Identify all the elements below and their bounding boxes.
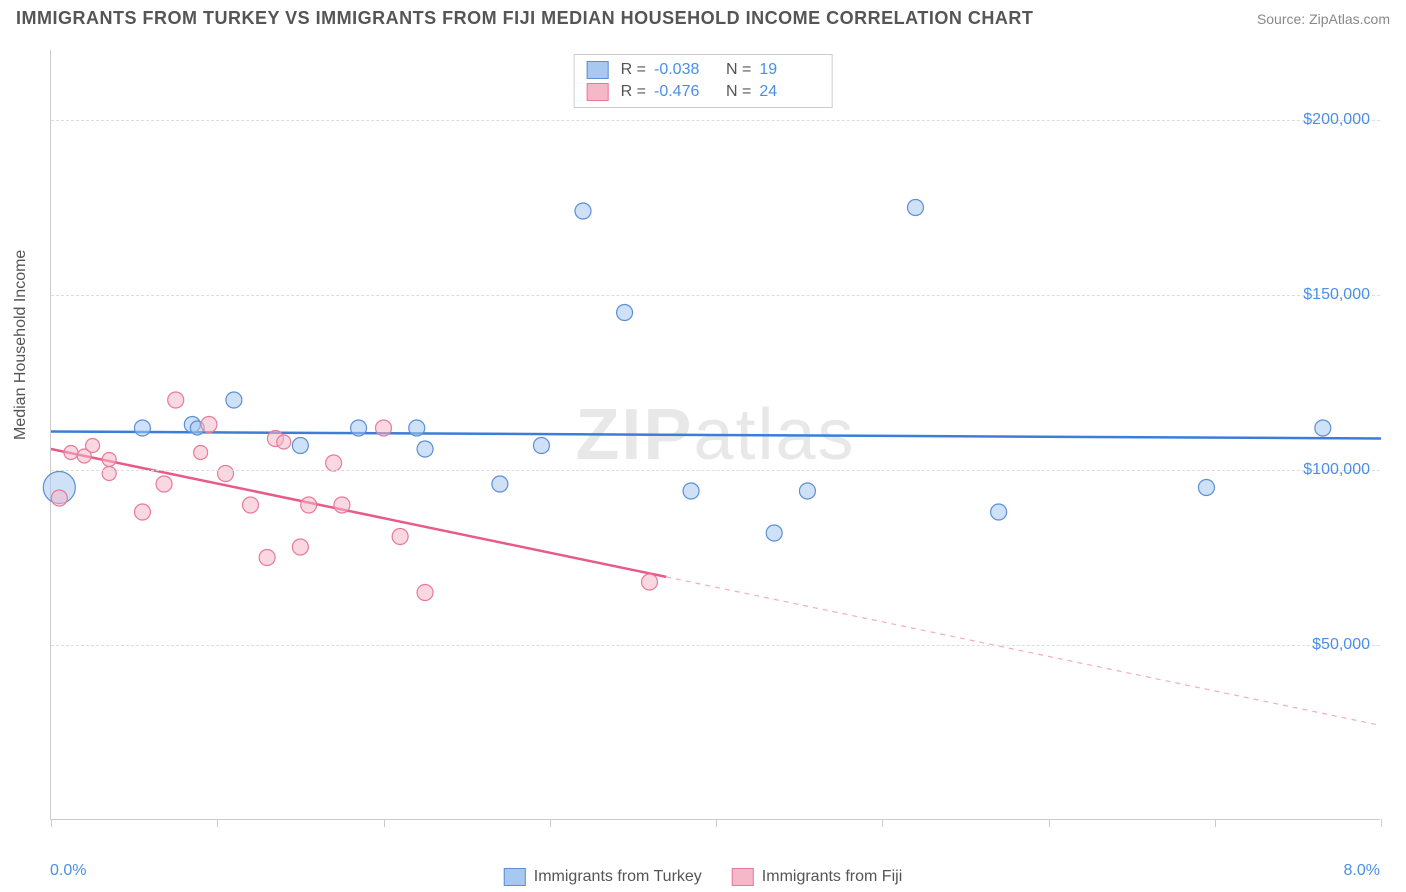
- stats-row-1: R = -0.038 N = 19: [587, 59, 820, 81]
- data-point: [168, 392, 184, 408]
- trend-line-dashed: [666, 577, 1381, 726]
- data-point: [351, 420, 367, 436]
- data-point: [102, 453, 116, 467]
- x-tick: [550, 819, 551, 827]
- data-point: [292, 539, 308, 555]
- stats-legend: R = -0.038 N = 19 R = -0.476 N = 24: [574, 54, 833, 108]
- data-point: [417, 585, 433, 601]
- data-point: [908, 200, 924, 216]
- n-value-1: 19: [759, 61, 819, 79]
- r-value-2: -0.476: [654, 83, 714, 101]
- n-label: N =: [726, 83, 751, 101]
- r-value-1: -0.038: [654, 61, 714, 79]
- plot-area: ZIPatlas $50,000$100,000$150,000$200,000: [50, 50, 1380, 820]
- data-point: [86, 439, 100, 453]
- chart-header: IMMIGRANTS FROM TURKEY VS IMMIGRANTS FRO…: [0, 0, 1406, 33]
- x-tick: [882, 819, 883, 827]
- data-point: [292, 438, 308, 454]
- data-point: [617, 305, 633, 321]
- chart-source: Source: ZipAtlas.com: [1257, 11, 1390, 27]
- data-point: [326, 455, 342, 471]
- data-point: [575, 203, 591, 219]
- data-point: [392, 529, 408, 545]
- y-tick-label: $200,000: [1303, 111, 1370, 129]
- gridline: [51, 470, 1380, 471]
- data-point: [218, 466, 234, 482]
- data-point: [64, 446, 78, 460]
- x-tick: [217, 819, 218, 827]
- r-label: R =: [621, 61, 646, 79]
- swatch-fiji-icon: [732, 868, 754, 886]
- n-value-2: 24: [759, 83, 819, 101]
- stats-row-2: R = -0.476 N = 24: [587, 81, 820, 103]
- legend-item-turkey: Immigrants from Turkey: [504, 868, 702, 886]
- gridline: [51, 295, 1380, 296]
- chart-svg: [51, 50, 1380, 819]
- x-max-label: 8.0%: [1344, 862, 1380, 880]
- legend-item-fiji: Immigrants from Fiji: [732, 868, 902, 886]
- data-point: [226, 392, 242, 408]
- series-legend: Immigrants from Turkey Immigrants from F…: [504, 868, 902, 886]
- x-tick: [1049, 819, 1050, 827]
- swatch-turkey: [587, 61, 609, 79]
- x-tick: [384, 819, 385, 827]
- swatch-turkey-icon: [504, 868, 526, 886]
- data-point: [51, 490, 67, 506]
- data-point: [194, 446, 208, 460]
- data-point: [102, 467, 116, 481]
- data-point: [156, 476, 172, 492]
- r-label: R =: [621, 83, 646, 101]
- data-point: [201, 417, 217, 433]
- data-point: [991, 504, 1007, 520]
- y-tick-label: $100,000: [1303, 461, 1370, 479]
- y-tick-label: $150,000: [1303, 286, 1370, 304]
- data-point: [134, 420, 150, 436]
- x-tick: [716, 819, 717, 827]
- chart-title: IMMIGRANTS FROM TURKEY VS IMMIGRANTS FRO…: [16, 8, 1033, 29]
- data-point: [243, 497, 259, 513]
- x-tick: [51, 819, 52, 827]
- data-point: [259, 550, 275, 566]
- data-point: [417, 441, 433, 457]
- swatch-fiji: [587, 83, 609, 101]
- x-tick: [1215, 819, 1216, 827]
- y-axis-label: Median Household Income: [12, 250, 30, 440]
- data-point: [301, 497, 317, 513]
- gridline: [51, 645, 1380, 646]
- data-point: [1315, 420, 1331, 436]
- data-point: [134, 504, 150, 520]
- data-point: [409, 420, 425, 436]
- legend-label-fiji: Immigrants from Fiji: [762, 868, 902, 886]
- data-point: [642, 574, 658, 590]
- trend-line: [51, 432, 1381, 439]
- data-point: [277, 435, 291, 449]
- legend-label-turkey: Immigrants from Turkey: [534, 868, 702, 886]
- data-point: [799, 483, 815, 499]
- gridline: [51, 120, 1380, 121]
- data-point: [334, 497, 350, 513]
- data-point: [376, 420, 392, 436]
- data-point: [533, 438, 549, 454]
- n-label: N =: [726, 61, 751, 79]
- x-tick: [1381, 819, 1382, 827]
- y-tick-label: $50,000: [1312, 636, 1370, 654]
- data-point: [1198, 480, 1214, 496]
- data-point: [492, 476, 508, 492]
- data-point: [683, 483, 699, 499]
- data-point: [766, 525, 782, 541]
- x-min-label: 0.0%: [50, 862, 86, 880]
